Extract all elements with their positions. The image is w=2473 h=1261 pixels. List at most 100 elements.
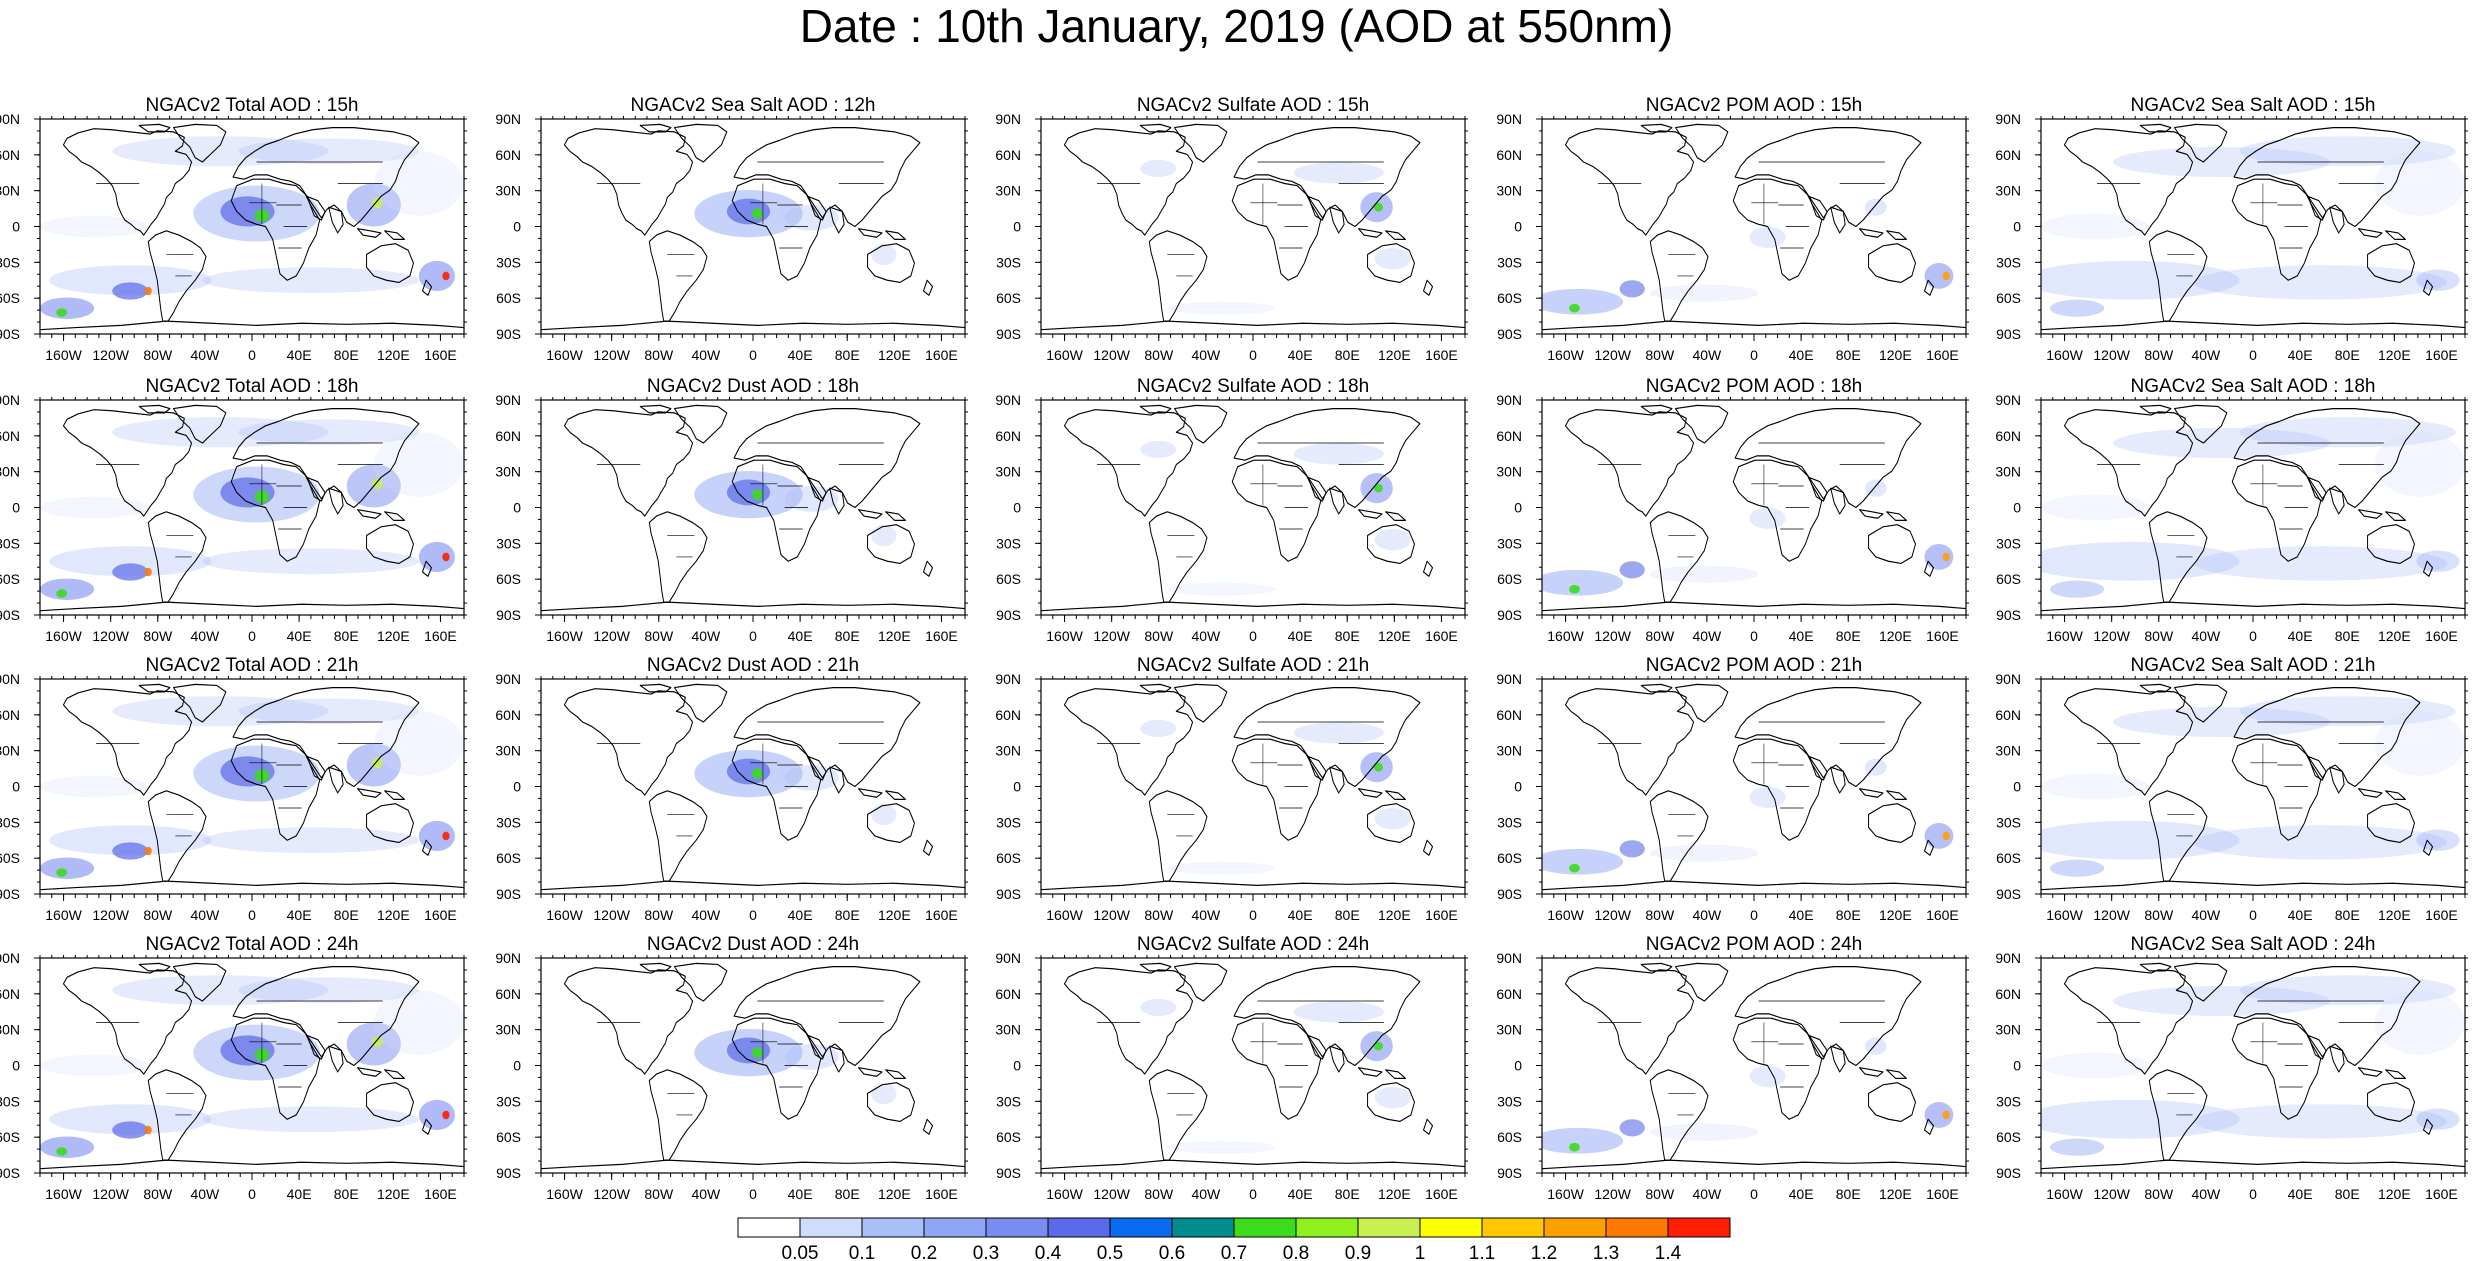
map-panel: NGACv2 Sea Salt AOD : 12h 90N 60N 30N 0 30S 60… bbox=[495, 95, 968, 363]
lat-label: 60S bbox=[996, 1129, 1021, 1145]
lon-label: 40E bbox=[1288, 628, 1313, 644]
colorbar-swatch bbox=[737, 1217, 801, 1238]
aod-region bbox=[1374, 1087, 1411, 1109]
map-panel: NGACv2 POM AOD : 18h 90N 60N 30N 0 30S 60S 90S 1… bbox=[1496, 376, 1969, 644]
lat-label: 30S bbox=[0, 254, 20, 270]
aod-region bbox=[784, 205, 839, 231]
aod-region bbox=[112, 136, 329, 167]
aod-region bbox=[2041, 1052, 2150, 1079]
lat-label: 30S bbox=[496, 814, 521, 830]
aod-region bbox=[752, 1047, 763, 1058]
lon-label: 0 bbox=[1750, 628, 1758, 644]
lon-label: 120E bbox=[1879, 347, 1912, 363]
colorbar-swatch bbox=[1605, 1217, 1669, 1238]
aod-region bbox=[373, 711, 464, 776]
panel-title: NGACv2 Sea Salt AOD : 18h bbox=[2130, 376, 2375, 397]
aod-region bbox=[2041, 494, 2150, 521]
lon-label: 80W bbox=[644, 907, 674, 923]
lon-label: 160W bbox=[1547, 907, 1584, 923]
lat-label: 60N bbox=[495, 147, 521, 163]
aod-region bbox=[1293, 443, 1384, 465]
lon-label: 40E bbox=[2288, 907, 2313, 923]
lon-label: 160E bbox=[1425, 907, 1458, 923]
lat-label: 30S bbox=[1497, 254, 1522, 270]
panel-title: NGACv2 Sea Salt AOD : 21h bbox=[2130, 655, 2375, 676]
map-panel: NGACv2 Total AOD : 15h 90N 60N 30N 0 30S 60S 90… bbox=[0, 95, 467, 363]
lon-label: 0 bbox=[2249, 347, 2257, 363]
aod-region bbox=[238, 977, 419, 1004]
panel-title: NGACv2 POM AOD : 15h bbox=[1646, 95, 1862, 116]
aod-region bbox=[1924, 1102, 1954, 1128]
lon-label: 80E bbox=[1836, 347, 1861, 363]
lon-label: 160E bbox=[1425, 347, 1458, 363]
aod-region bbox=[1374, 248, 1411, 270]
lat-label: 90N bbox=[995, 950, 1021, 966]
lon-label: 80W bbox=[1645, 1186, 1675, 1202]
lon-label: 40E bbox=[1288, 1186, 1313, 1202]
lat-label: 60S bbox=[0, 850, 20, 866]
aod-region bbox=[1619, 1119, 1645, 1137]
lat-label: 90S bbox=[0, 607, 20, 623]
lat-label: 30S bbox=[996, 254, 1021, 270]
lat-label: 30N bbox=[0, 183, 20, 199]
aod-region bbox=[1140, 998, 1177, 1017]
lat-label: 0 bbox=[1514, 219, 1522, 235]
aod-region bbox=[1374, 529, 1411, 551]
lon-label: 120E bbox=[878, 628, 911, 644]
colorbar-swatch bbox=[1419, 1217, 1483, 1238]
aod-region bbox=[784, 1044, 839, 1070]
lat-label: 30N bbox=[1496, 743, 1522, 759]
lon-label: 120E bbox=[2378, 907, 2411, 923]
lat-label: 60S bbox=[0, 290, 20, 306]
aod-region bbox=[2374, 711, 2465, 776]
lat-label: 60S bbox=[496, 850, 521, 866]
aod-region bbox=[1373, 1041, 1383, 1051]
lon-label: 80E bbox=[334, 628, 359, 644]
lon-label: 120E bbox=[878, 907, 911, 923]
colorbar-swatch bbox=[1295, 1217, 1359, 1238]
lat-label: 30S bbox=[996, 535, 1021, 551]
aod-region bbox=[871, 1082, 897, 1105]
lat-label: 60S bbox=[1996, 850, 2021, 866]
map-panel: NGACv2 Sulfate AOD : 18h 90N 60N 30N 0 30S 60S… bbox=[995, 376, 1468, 644]
lon-label: 120W bbox=[92, 628, 129, 644]
aod-region bbox=[1619, 840, 1645, 858]
lat-label: 60N bbox=[1995, 428, 2021, 444]
lon-label: 40E bbox=[1288, 347, 1313, 363]
lon-label: 80W bbox=[1144, 907, 1174, 923]
aod-region bbox=[1749, 786, 1786, 808]
aod-region bbox=[2374, 151, 2465, 216]
lat-label: 90S bbox=[1497, 1165, 1522, 1181]
aod-region bbox=[144, 567, 152, 577]
lat-label: 60S bbox=[1497, 571, 1522, 587]
lon-label: 160E bbox=[1425, 628, 1458, 644]
lon-label: 40W bbox=[1692, 1186, 1722, 1202]
lon-label: 160E bbox=[1926, 1186, 1959, 1202]
aod-region bbox=[2416, 269, 2460, 291]
lat-label: 60S bbox=[496, 571, 521, 587]
lon-label: 160W bbox=[546, 907, 583, 923]
lat-label: 60N bbox=[1496, 147, 1522, 163]
colorbar-label: 0.4 bbox=[1035, 1243, 1062, 1261]
lat-label: 30N bbox=[1995, 1022, 2021, 1038]
lon-label: 120W bbox=[593, 628, 630, 644]
lon-label: 80W bbox=[1645, 347, 1675, 363]
lat-label: 90S bbox=[496, 607, 521, 623]
aod-region bbox=[2113, 706, 2330, 738]
aod-region bbox=[1942, 271, 1950, 281]
lon-label: 0 bbox=[749, 628, 757, 644]
lon-label: 80E bbox=[1335, 907, 1360, 923]
lon-label: 40W bbox=[2191, 628, 2221, 644]
lon-label: 40E bbox=[1789, 1186, 1814, 1202]
lon-label: 160W bbox=[2046, 347, 2083, 363]
lon-label: 160E bbox=[925, 628, 958, 644]
lat-label: 30N bbox=[495, 1022, 521, 1038]
map-panel: NGACv2 Dust AOD : 18h 90N 60N 30N 0 30S 60S 90S… bbox=[495, 376, 968, 644]
aod-region bbox=[418, 260, 455, 291]
aod-region bbox=[112, 696, 329, 727]
lon-label: 40W bbox=[190, 347, 220, 363]
lon-label: 40E bbox=[287, 907, 312, 923]
colorbar-label: 0.2 bbox=[911, 1243, 937, 1261]
lat-label: 90N bbox=[1496, 950, 1522, 966]
